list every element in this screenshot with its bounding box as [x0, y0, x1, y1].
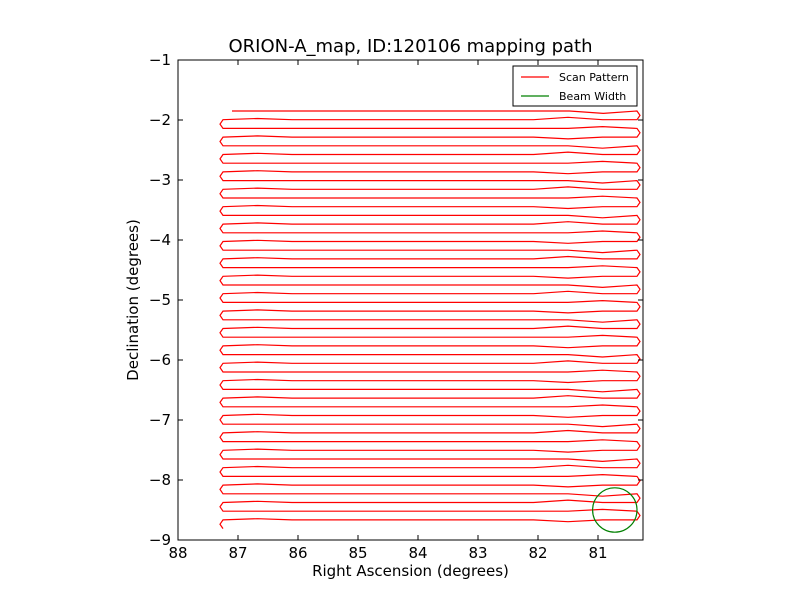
axes: 88 87 86 85 84 83 82 81 −1 −2 −3 −4 −5 −6 −7 −8 −9 — [149, 51, 643, 562]
x-tick-label: 87 — [228, 544, 247, 562]
legend-box — [512, 65, 638, 107]
x-tick-label: 84 — [408, 544, 427, 562]
plot-area — [178, 60, 643, 540]
y-tick-label: −9 — [149, 531, 171, 549]
y-tick-label: −1 — [149, 51, 171, 69]
y-tick-label: −3 — [149, 171, 171, 189]
y-tick-label: −6 — [149, 351, 171, 369]
x-tick-label: 88 — [168, 544, 187, 562]
legend-label-scan-pattern: Scan Pattern — [559, 71, 629, 84]
y-axis-label: Declination (degrees) — [124, 219, 142, 381]
x-tick-label: 86 — [288, 544, 307, 562]
beam-width-circle — [591, 487, 638, 533]
y-tick-label: −5 — [149, 291, 171, 309]
scan-pattern-line — [219, 110, 641, 529]
x-tick-label: 82 — [528, 544, 547, 562]
plot-frame — [177, 59, 644, 541]
y-tick-label: −2 — [149, 111, 171, 129]
x-axis-label: Right Ascension (degrees) — [312, 562, 509, 580]
x-tick-label: 81 — [588, 544, 607, 562]
y-tick-label: −7 — [149, 411, 171, 429]
chart-title: ORION-A_map, ID:120106 mapping path — [228, 36, 592, 57]
y-tick-label: −4 — [149, 231, 171, 249]
legend-label-beam-width: Beam Width — [559, 90, 626, 103]
data-layer — [219, 110, 641, 533]
legend: Scan Pattern Beam Width — [512, 65, 638, 107]
x-tick-label: 85 — [348, 544, 367, 562]
y-tick-label: −8 — [149, 471, 171, 489]
x-tick-label: 83 — [468, 544, 487, 562]
